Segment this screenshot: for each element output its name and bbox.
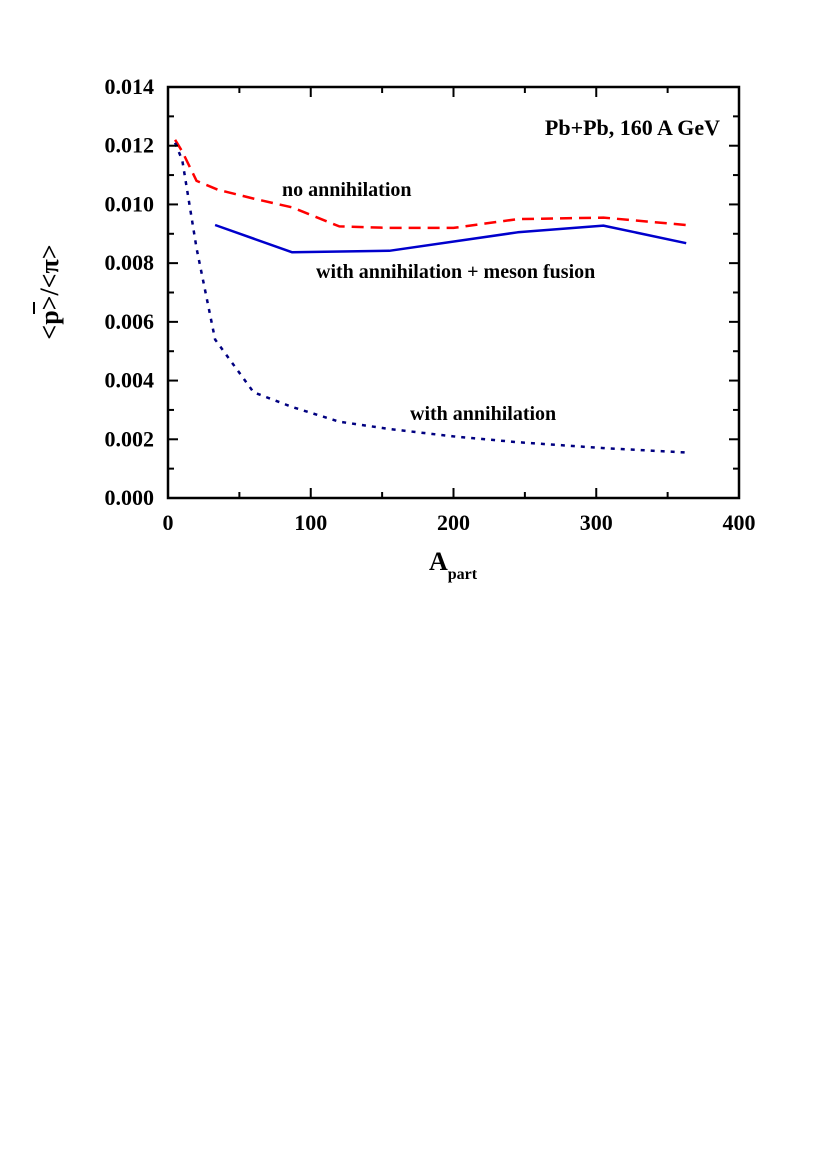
y-axis-title: <p>/<π> bbox=[35, 244, 64, 339]
plot-frame bbox=[166, 85, 741, 500]
x-axis-title: Apart bbox=[429, 547, 478, 583]
series-line-1 bbox=[214, 223, 687, 254]
y-tick-label: 0.008 bbox=[105, 250, 155, 275]
y-tick-label: 0.004 bbox=[105, 368, 155, 393]
series-layer bbox=[173, 139, 687, 454]
x-tick-label: 0 bbox=[163, 510, 174, 535]
y-tick-label: 0.006 bbox=[105, 309, 155, 334]
y-axis-title-group: <p>/<π> bbox=[33, 244, 64, 340]
y-tick-label: 0.000 bbox=[105, 485, 155, 510]
chart: 0 100 200 300 400 0.000 0.002 0.004 0.006 0.008 0.… bbox=[33, 74, 756, 583]
series-label-annihilation-meson-fusion: with annihilation + meson fusion bbox=[316, 261, 595, 283]
series-line-0 bbox=[174, 139, 687, 230]
y-tick-label: 0.014 bbox=[105, 74, 155, 99]
x-axis-title-sub: part bbox=[448, 566, 478, 583]
x-tick-label: 400 bbox=[723, 510, 756, 535]
series-label-no-annihilation: no annihilation bbox=[282, 179, 412, 201]
y-tick-label: 0.002 bbox=[105, 426, 155, 451]
series-label-with-annihilation: with annihilation bbox=[410, 403, 556, 425]
y-tick-label: 0.010 bbox=[105, 191, 155, 216]
chart-title: Pb+Pb, 160 A GeV bbox=[545, 115, 720, 140]
x-tick-label: 100 bbox=[294, 510, 327, 535]
series-line-2 bbox=[173, 142, 687, 454]
x-tick-label: 300 bbox=[580, 510, 613, 535]
x-axis-title-main: A bbox=[429, 547, 448, 576]
y-tick-label: 0.012 bbox=[105, 133, 155, 158]
x-tick-label: 200 bbox=[437, 510, 470, 535]
ticks-layer: 0 100 200 300 400 0.000 0.002 0.004 0.006 0.008 0.… bbox=[105, 74, 756, 535]
